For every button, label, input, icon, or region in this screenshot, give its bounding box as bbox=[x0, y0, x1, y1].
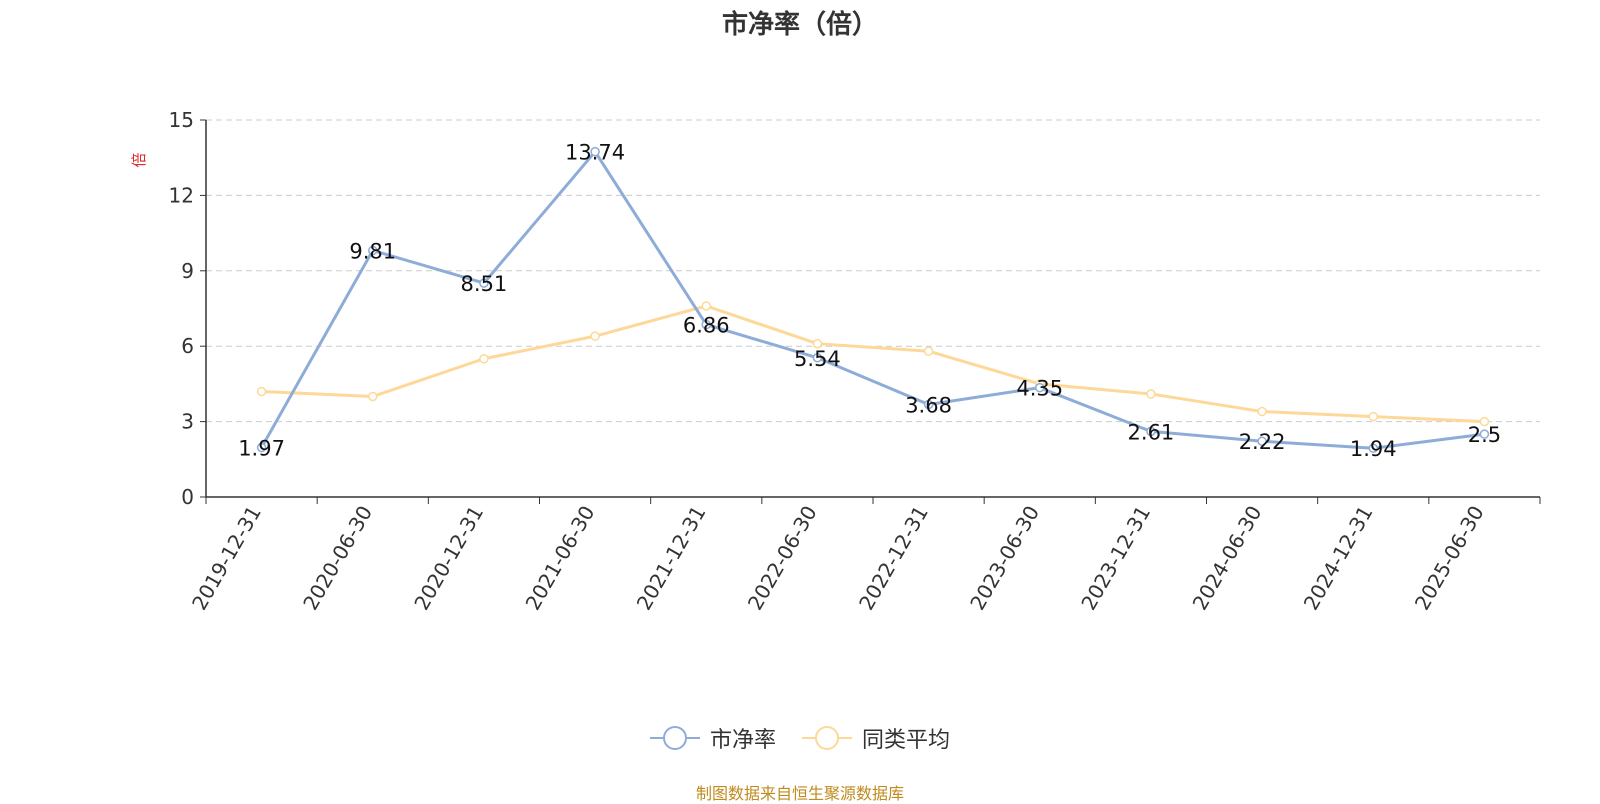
x-tick-label-3: 2021-06-30 bbox=[521, 502, 600, 615]
legend-item-pb[interactable]: 市净率 bbox=[649, 722, 776, 754]
data-label-9: 2.22 bbox=[1239, 430, 1286, 454]
point-s1-10[interactable] bbox=[1368, 411, 1378, 422]
y-tick-label-1: 3 bbox=[181, 410, 194, 434]
point-s1-11[interactable] bbox=[1479, 416, 1490, 427]
grid-lines bbox=[206, 119, 1540, 423]
data-label-8: 2.61 bbox=[1128, 420, 1175, 444]
point-s0-1[interactable] bbox=[368, 245, 378, 256]
data-label-6: 3.68 bbox=[905, 394, 952, 418]
point-s0-11[interactable] bbox=[1479, 429, 1490, 439]
point-s0-2[interactable] bbox=[479, 278, 489, 288]
y-axis-label: 倍 bbox=[130, 152, 148, 167]
data-label-4: 6.86 bbox=[683, 314, 730, 338]
point-s1-9[interactable] bbox=[1257, 406, 1267, 417]
data-label-7: 4.35 bbox=[1016, 377, 1063, 401]
data-label-0: 1.97 bbox=[238, 436, 285, 460]
point-s1-3[interactable] bbox=[590, 331, 600, 341]
data-label-5: 5.54 bbox=[794, 347, 841, 371]
y-tick-label-3: 9 bbox=[181, 259, 194, 283]
point-s0-4[interactable] bbox=[701, 319, 711, 330]
x-tick-label-8: 2023-12-31 bbox=[1076, 502, 1155, 615]
y-tick-label-4: 12 bbox=[169, 183, 194, 207]
data-label-3: 13.74 bbox=[565, 141, 625, 165]
data-label-10: 1.94 bbox=[1350, 437, 1397, 461]
point-s1-4[interactable] bbox=[701, 301, 711, 311]
x-tick-label-10: 2024-12-31 bbox=[1299, 502, 1378, 615]
x-tick-label-4: 2021-12-31 bbox=[632, 502, 711, 615]
x-tick-label-6: 2022-12-31 bbox=[854, 501, 933, 614]
y-tick-label-5: 15 bbox=[169, 108, 194, 132]
series-line-1 bbox=[261, 304, 1485, 424]
point-s1-2[interactable] bbox=[479, 354, 489, 364]
point-s1-6[interactable] bbox=[923, 346, 934, 356]
point-s0-5[interactable] bbox=[812, 353, 823, 363]
y-tick-label-2: 6 bbox=[181, 334, 194, 358]
legend-label-pb: 市净率 bbox=[709, 728, 776, 753]
x-tick-label-11: 2025-06-30 bbox=[1410, 502, 1489, 615]
axes: 0 3 6 9 12 15 2019-12-31 2020-06-30 2020-12-31 20… bbox=[169, 108, 1541, 615]
point-s1-0[interactable] bbox=[256, 386, 267, 397]
x-tick-label-1: 2020-06-30 bbox=[298, 502, 377, 615]
legend-item-peer-avg[interactable]: 同类平均 bbox=[802, 722, 950, 754]
data-label-11: 2.5 bbox=[1468, 423, 1501, 447]
series-lines bbox=[256, 146, 1490, 453]
y-tick-label-0: 0 bbox=[181, 485, 194, 509]
point-s0-10[interactable] bbox=[1368, 443, 1378, 453]
point-s0-0[interactable] bbox=[256, 442, 267, 453]
point-s0-6[interactable] bbox=[923, 399, 934, 410]
legend-swatch-pb bbox=[649, 726, 700, 750]
data-labels: 1.97 9.81 8.51 13.74 6.86 5.54 3.68 4.35 2.61 2.2… bbox=[238, 141, 1501, 462]
point-s1-1[interactable] bbox=[368, 391, 378, 402]
legend: 市净率 同类平均 bbox=[0, 722, 1600, 754]
legend-label-peer-avg: 同类平均 bbox=[862, 728, 951, 753]
chart-title: 市净率（倍） bbox=[721, 10, 878, 40]
point-s1-8[interactable] bbox=[1146, 389, 1156, 399]
point-s0-7[interactable] bbox=[1035, 382, 1045, 393]
point-s0-3[interactable] bbox=[590, 146, 600, 157]
point-s0-9[interactable] bbox=[1257, 436, 1267, 446]
series-line-0 bbox=[260, 150, 1485, 450]
source-note: 制图数据来自恒生聚源数据库 bbox=[695, 784, 904, 803]
x-tick-label-2: 2020-12-31 bbox=[409, 501, 488, 614]
x-tick-label-7: 2023-06-30 bbox=[965, 502, 1044, 615]
data-label-2: 8.51 bbox=[461, 272, 508, 296]
data-label-1: 9.81 bbox=[349, 239, 396, 263]
x-tick-label-9: 2024-06-30 bbox=[1188, 502, 1267, 615]
point-s1-5[interactable] bbox=[812, 338, 823, 349]
point-s0-8[interactable] bbox=[1146, 426, 1156, 437]
x-tick-label-5: 2022-06-30 bbox=[743, 502, 822, 615]
x-tick-label-0: 2019-12-31 bbox=[187, 502, 266, 615]
legend-swatch-peer-avg bbox=[802, 726, 852, 750]
